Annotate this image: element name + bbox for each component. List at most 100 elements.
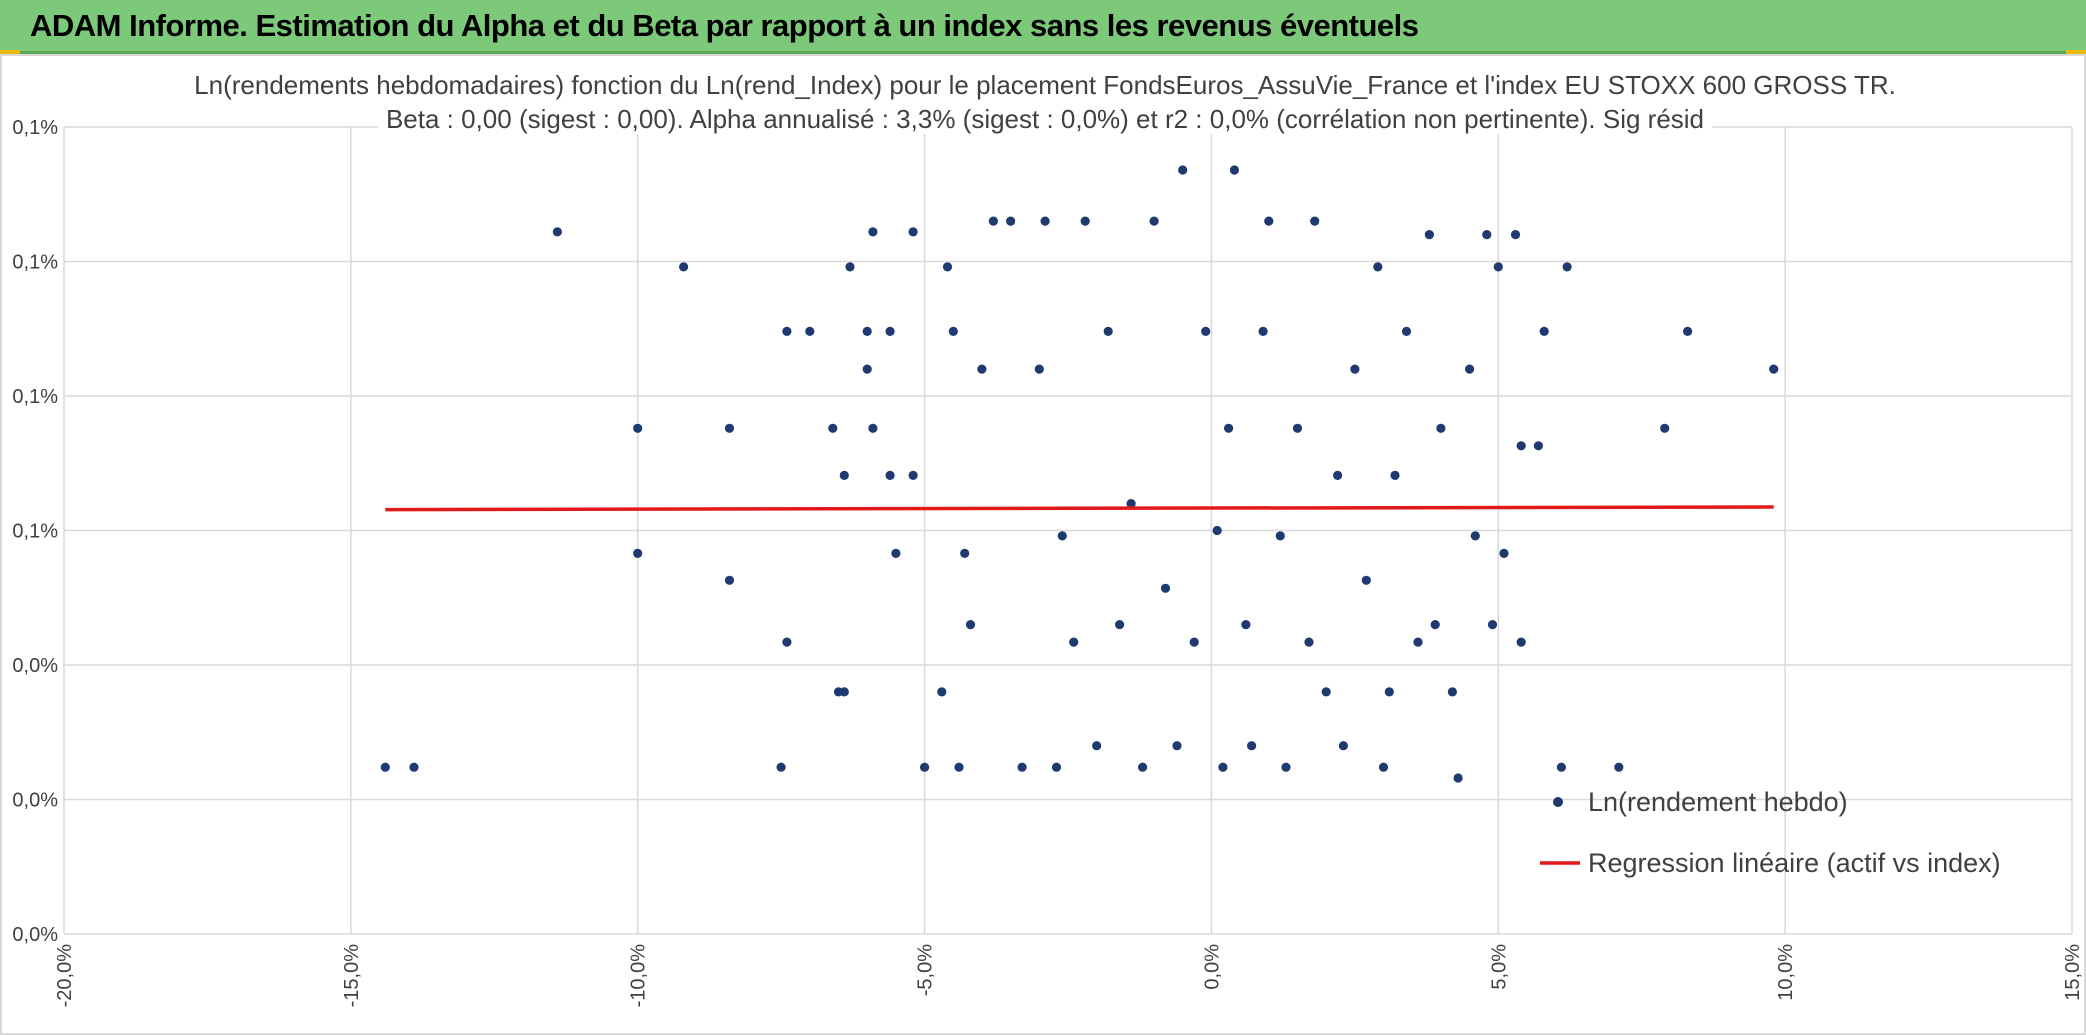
- data-point: [1310, 216, 1320, 226]
- data-point: [1006, 216, 1016, 226]
- x-tick-label: 5,0%: [1488, 944, 1510, 990]
- data-point: [1614, 762, 1624, 772]
- data-point: [1149, 216, 1159, 226]
- data-point: [1516, 441, 1526, 451]
- data-point: [409, 762, 419, 772]
- data-point: [1350, 364, 1360, 374]
- x-tick-label: -20,0%: [54, 944, 76, 1008]
- y-tick-label: 0,1%: [12, 117, 58, 139]
- x-tick-label: 15,0%: [2062, 944, 2084, 1001]
- data-point: [380, 762, 390, 772]
- data-point: [1080, 216, 1090, 226]
- data-point: [1436, 423, 1446, 433]
- chart-title: Ln(rendements hebdomadaires) fonction du…: [186, 70, 1904, 100]
- data-point: [1115, 620, 1125, 630]
- data-point: [1482, 230, 1492, 240]
- data-point: [1683, 326, 1693, 336]
- data-point: [1229, 165, 1239, 175]
- banner-title: ADAM Informe. Estimation du Alpha et du …: [30, 8, 1419, 43]
- data-point: [1321, 687, 1331, 697]
- data-point: [1281, 762, 1291, 772]
- data-point: [1769, 364, 1779, 374]
- data-point: [1384, 687, 1394, 697]
- data-point: [1401, 326, 1412, 336]
- data-point: [1493, 262, 1503, 272]
- data-point: [1057, 531, 1067, 541]
- data-point: [1516, 637, 1526, 647]
- data-point: [1160, 583, 1171, 593]
- data-point: [1258, 326, 1268, 336]
- data-point: [1224, 423, 1234, 433]
- data-point: [908, 470, 918, 480]
- data-point: [988, 216, 999, 226]
- data-point: [1172, 741, 1182, 751]
- regression-line: [385, 505, 1774, 512]
- data-point: [908, 227, 918, 237]
- chart-subtitle: Beta : 0,00 (sigest : 0,00). Alpha annua…: [377, 104, 1713, 134]
- data-point: [1247, 741, 1257, 751]
- data-point: [782, 637, 792, 647]
- data-point: [1218, 762, 1228, 772]
- data-point: [839, 687, 849, 697]
- data-point: [1447, 687, 1457, 697]
- x-tick-label: -5,0%: [915, 944, 937, 996]
- data-point: [1465, 364, 1475, 374]
- data-point: [1338, 741, 1348, 751]
- data-point: [1034, 364, 1044, 374]
- y-tick-label: 0,1%: [12, 386, 58, 408]
- data-point: [1264, 216, 1274, 226]
- data-point: [862, 364, 872, 374]
- data-point: [1470, 531, 1480, 541]
- data-point: [1092, 741, 1102, 751]
- data-point: [1304, 637, 1314, 647]
- y-tick-label: 0,0%: [12, 790, 58, 812]
- data-point: [845, 262, 855, 272]
- data-point: [1556, 762, 1566, 772]
- scatter-chart: 0,0% 0,0% 0,0% 0,1% 0,1% 0,1% 0,1% -20,0% -15,0%…: [12, 117, 2084, 1008]
- data-point: [885, 326, 895, 336]
- data-point: [1510, 230, 1521, 240]
- data-point: [1051, 762, 1062, 772]
- data-point: [960, 548, 970, 558]
- data-point: [942, 262, 953, 272]
- data-point: [920, 762, 930, 772]
- data-point: [1241, 620, 1251, 630]
- chart-area: 0,0% 0,0% 0,0% 0,1% 0,1% 0,1% 0,1% -20,0% -15,0%…: [0, 54, 2086, 1035]
- data-point: [868, 227, 878, 237]
- legend-label-scatter: Ln(rendement hebdo): [1588, 787, 1848, 817]
- data-point: [1533, 441, 1543, 451]
- data-point: [633, 423, 643, 433]
- data-point: [633, 548, 643, 558]
- data-point: [1660, 423, 1670, 433]
- data-point: [1413, 637, 1423, 647]
- data-point: [862, 326, 872, 336]
- data-point: [948, 326, 958, 336]
- data-point: [1292, 423, 1303, 433]
- legend-label-regression: Regression linéaire (actif vs index): [1588, 848, 2001, 878]
- data-point: [868, 423, 878, 433]
- legend-marker-scatter: [1553, 797, 1563, 807]
- data-point: [1201, 326, 1211, 336]
- data-point: [839, 470, 849, 480]
- data-point: [1424, 230, 1434, 240]
- y-tick-label: 0,1%: [12, 521, 58, 543]
- data-point: [1017, 762, 1027, 772]
- data-point: [1103, 326, 1113, 336]
- data-point: [1487, 620, 1498, 630]
- data-point: [937, 687, 947, 697]
- data-point: [1069, 637, 1079, 647]
- data-point: [776, 762, 786, 772]
- data-point: [1138, 762, 1148, 772]
- data-point: [954, 762, 964, 772]
- data-point: [1562, 262, 1572, 272]
- data-point: [977, 364, 987, 374]
- data-point: [1390, 470, 1400, 480]
- data-point: [1126, 499, 1136, 509]
- data-point: [1361, 575, 1371, 585]
- header-banner: ADAM Informe. Estimation du Alpha et du …: [0, 0, 2086, 54]
- x-tick-label: 10,0%: [1775, 944, 1797, 1001]
- data-point: [891, 548, 901, 558]
- data-point: [1040, 216, 1050, 226]
- data-point: [1275, 531, 1285, 541]
- data-point: [1333, 470, 1343, 480]
